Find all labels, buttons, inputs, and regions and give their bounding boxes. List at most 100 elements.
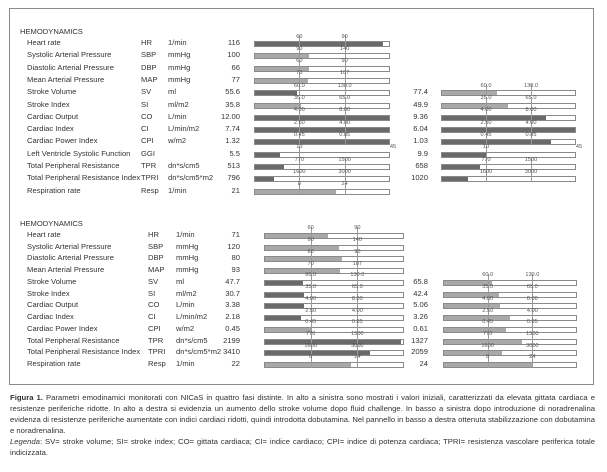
range-tick-low: 35.0	[305, 284, 317, 291]
range-bar	[264, 291, 404, 298]
range-tick-line	[299, 47, 301, 60]
range-bar-fill	[442, 128, 575, 133]
range-bar-fill	[265, 316, 302, 321]
caption-text: Parametri emodinamici monitorati con NIC…	[10, 393, 595, 435]
range-bar	[254, 188, 390, 195]
range-tick-high: 0.85	[526, 319, 538, 326]
range-tick-line	[357, 285, 359, 298]
range-tick-line	[531, 84, 532, 97]
range-bar	[264, 338, 404, 345]
range-bar-fill	[265, 233, 328, 238]
range-tick-line	[344, 170, 346, 183]
range-tick-line	[299, 170, 301, 183]
range-bar-fill	[442, 91, 498, 96]
range-bar	[441, 151, 576, 158]
range-tick-low: 770	[294, 156, 304, 163]
row-value: 7.74	[225, 124, 240, 134]
range-tick-high: 4.00	[351, 307, 363, 314]
row-value: 35.8	[225, 99, 240, 109]
range-tick-high: 1500	[524, 156, 538, 163]
range-tick-high: 8.00	[339, 107, 351, 114]
range-tick-high: 65.0	[526, 284, 538, 291]
row-value: 3.38	[225, 300, 240, 310]
row-value: 77.4	[413, 87, 428, 97]
range-bar-fill	[255, 140, 389, 145]
row-value: 71	[231, 229, 240, 239]
row-unit: mmHg	[168, 50, 191, 60]
range-bar	[264, 256, 404, 263]
range-bar-fill	[444, 280, 492, 285]
row-abbr: Resp	[148, 358, 166, 368]
range-bar	[441, 139, 576, 146]
range-tick-line	[299, 59, 301, 72]
row-label: Respiration rate	[27, 358, 81, 368]
row-abbr: CPI	[148, 323, 161, 333]
range-bar	[264, 361, 404, 368]
row-abbr: CI	[148, 312, 156, 322]
range-tick-line	[487, 332, 489, 345]
range-tick-high: 45	[389, 144, 397, 151]
range-tick-low: 70	[296, 70, 303, 77]
range-tick-low: 60	[296, 58, 303, 65]
row-unit: 1/min	[176, 358, 195, 368]
legend-text: : SV= stroke volume; SI= stroke index; C…	[10, 437, 595, 457]
figure-caption: Figura 1. Parametri emodinamici monitora…	[10, 392, 595, 458]
row-abbr: MAP	[148, 265, 165, 275]
row-unit: mmHg	[176, 253, 199, 263]
range-tick-high: 8.00	[525, 107, 537, 114]
row-abbr: Resp	[141, 185, 159, 195]
range-bar	[264, 303, 404, 310]
range-bar-fill	[265, 280, 303, 285]
range-bar	[264, 315, 404, 322]
range-tick-high: 1500	[526, 331, 539, 338]
range-bar	[264, 268, 404, 275]
range-bar	[254, 176, 390, 183]
range-tick-low: 770	[482, 331, 493, 338]
range-tick-line	[532, 273, 534, 286]
row-label: Total Peripheral Resistance Index	[27, 173, 141, 183]
range-bar	[441, 90, 576, 97]
row-label: Cardiac Output	[27, 300, 79, 310]
row-value: 1.32	[225, 136, 240, 146]
range-tick-low: 70	[307, 260, 314, 267]
row-unit: mmHg	[176, 241, 199, 251]
range-bar	[254, 151, 390, 158]
row-label: Stroke Index	[27, 288, 70, 298]
range-tick-high: 90	[341, 33, 348, 40]
range-tick-high: 3000	[524, 168, 538, 175]
range-bar-fill	[444, 316, 511, 321]
row-value: 0.45	[225, 323, 240, 333]
range-tick-line	[486, 96, 487, 109]
row-abbr: SI	[148, 288, 156, 298]
range-bar-fill	[255, 189, 336, 194]
range-tick-line	[532, 355, 534, 368]
range-bar-fill	[265, 292, 305, 297]
range-tick-low: 770	[481, 156, 491, 163]
range-bar	[441, 164, 576, 171]
range-tick-low: 0.45	[305, 319, 317, 326]
range-tick-line	[357, 332, 359, 345]
row-label: Cardiac Index	[27, 312, 74, 322]
range-bar-fill	[444, 339, 522, 344]
row-value: 21	[231, 185, 240, 195]
row-value: 12.00	[220, 111, 240, 121]
range-tick-low: 770	[305, 331, 316, 338]
range-tick-line	[310, 273, 312, 286]
range-bar-fill	[255, 103, 301, 108]
row-value: 93	[231, 265, 240, 275]
row-value: 1020	[411, 173, 428, 183]
range-tick-high: 130.0	[525, 272, 540, 279]
caption-label: Figura 1.	[10, 393, 43, 402]
panel-header: HEMODYNAMICS	[20, 27, 83, 36]
range-tick-line	[310, 332, 312, 345]
row-label: Mean Arterial Pressure	[27, 265, 105, 275]
range-tick-low: 4.00	[293, 107, 305, 114]
range-tick-line	[299, 145, 301, 158]
row-value: 5.06	[413, 300, 428, 310]
range-bar-fill	[265, 245, 339, 250]
range-tick-high: 4.00	[526, 307, 538, 314]
range-tick-low: 2.50	[482, 307, 494, 314]
range-tick-line	[487, 355, 489, 368]
range-tick-line	[310, 262, 312, 275]
range-bar-fill	[442, 177, 468, 182]
